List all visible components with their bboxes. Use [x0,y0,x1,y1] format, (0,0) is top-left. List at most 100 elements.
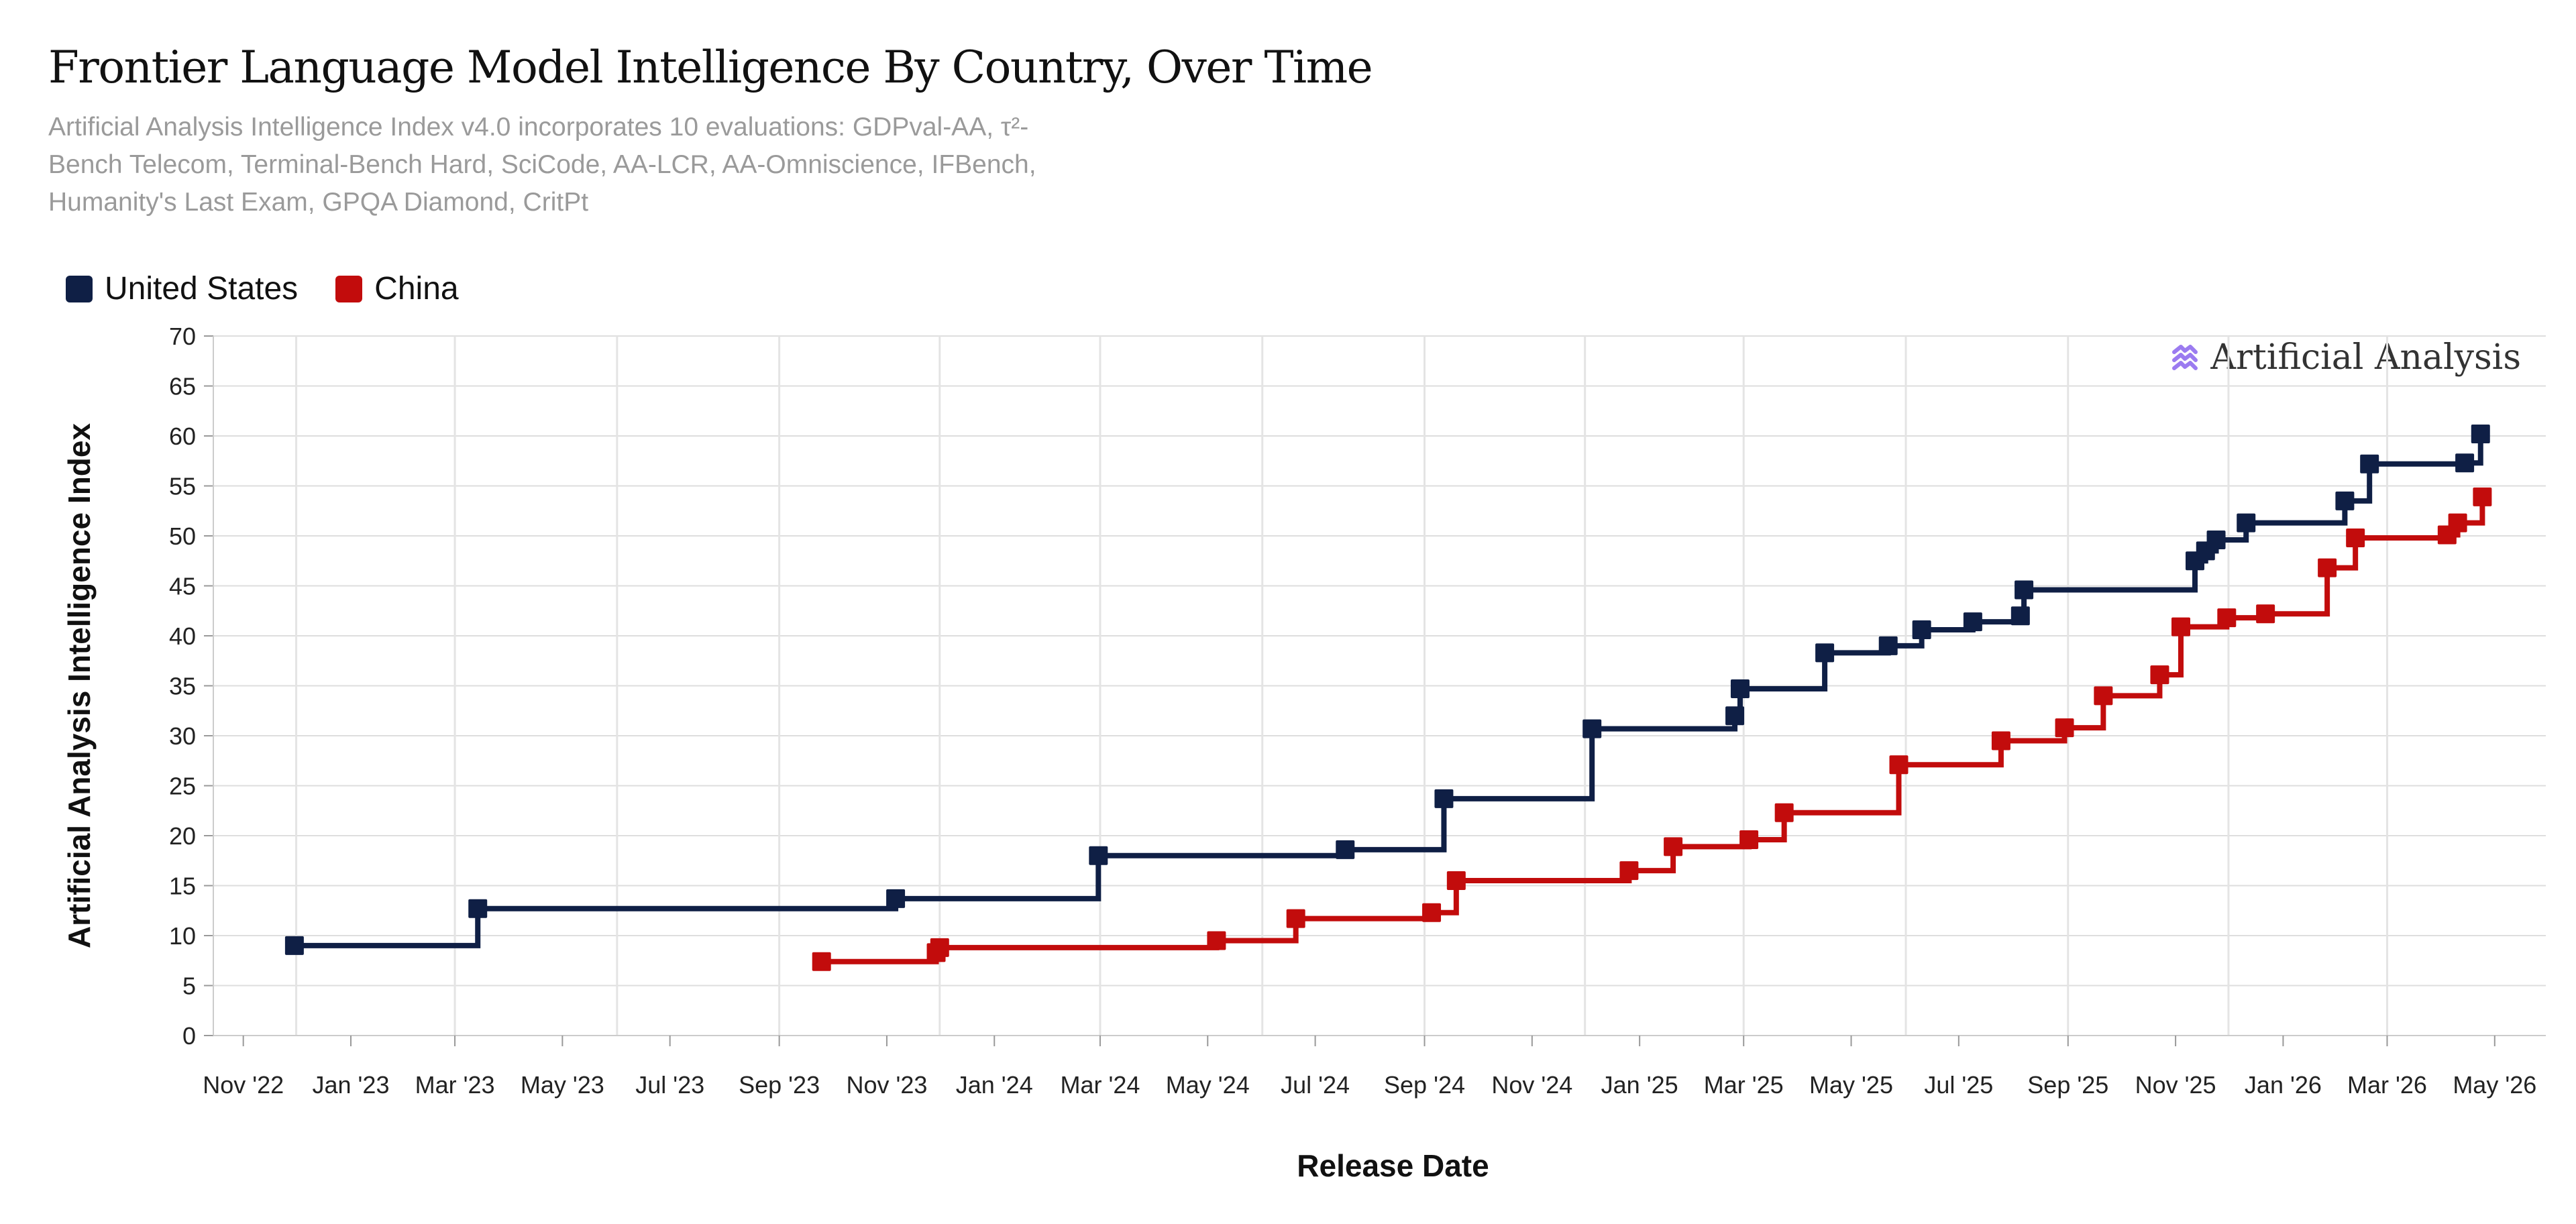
y-tick-label: 70 [169,323,196,350]
x-tick-label: Jul '25 [1924,1071,1993,1099]
y-tick-label: 60 [169,423,196,450]
data-point-united-states [2010,606,2030,626]
y-tick-label: 55 [169,473,196,500]
legend-swatch-china [335,275,363,302]
x-tick-label: Jul '23 [635,1071,704,1099]
y-tick-label: 40 [169,622,196,650]
data-point-united-states [284,936,304,955]
chart-title: Frontier Language Model Intelligence By … [48,42,1373,93]
data-point-united-states [1336,840,1355,859]
subtitle-line: Humanity's Last Exam, GPQA Diamond, Crit… [48,188,589,217]
x-tick-label: Mar '23 [415,1071,495,1099]
x-tick-label: Sep '24 [1384,1071,1465,1099]
x-axis-title: Release Date [1297,1148,1489,1183]
data-point-china [1619,861,1639,881]
data-point-china [1664,837,1683,856]
legend-label-china: China [374,271,459,307]
y-tick-label: 0 [182,1022,196,1050]
data-point-china [2318,558,2337,577]
x-tick-label: Jul '24 [1281,1071,1350,1099]
data-point-united-states [1434,789,1454,808]
data-point-china [1207,931,1226,950]
artificial-analysis-logo-icon [2172,345,2198,370]
data-point-china [2171,617,2190,636]
chart-legend: United States China [66,270,496,307]
data-point-china [1446,871,1466,891]
watermark: Artificial Analysis [2170,337,2521,378]
data-point-china [2055,718,2074,738]
y-tick-label: 65 [169,373,196,400]
x-tick-label: Mar '25 [1704,1071,1784,1099]
legend-item-china[interactable]: China [335,270,459,307]
data-point-united-states [1963,612,1982,632]
data-point-china [2473,487,2492,506]
data-point-united-states [2015,580,2034,600]
y-tick-label: 25 [169,773,196,800]
watermark-text: Artificial Analysis [2210,337,2521,378]
data-point-china [930,938,949,957]
data-point-china [2150,665,2169,685]
data-point-united-states [2471,425,2490,444]
series-line-united-states [294,434,2483,948]
data-point-china [1286,909,1305,928]
x-tick-label: May '23 [521,1071,604,1099]
data-point-united-states [1730,679,1750,698]
data-point-united-states [2237,513,2256,533]
data-point-china [2346,528,2365,547]
x-tick-label: Sep '25 [2027,1071,2108,1099]
series-china [812,487,2492,971]
y-tick-label: 45 [169,573,196,600]
chart-subtitle: Artificial Analysis Intelligence Index v… [48,109,1148,221]
data-point-china [1991,731,2010,750]
data-point-united-states [1912,620,1931,640]
data-point-united-states [468,899,488,918]
data-point-china [1774,803,1794,822]
y-tick-label: 15 [169,873,196,900]
data-point-united-states [2360,454,2379,474]
data-point-china [2448,513,2467,533]
data-point-united-states [1725,706,1745,726]
x-tick-label: Jan '26 [2245,1071,2322,1099]
legend-item-united-states[interactable]: United States [66,270,298,307]
x-tick-label: May '26 [2453,1071,2536,1099]
data-point-united-states [886,889,906,908]
x-tick-label: Jan '24 [956,1071,1033,1099]
data-point-china [2256,604,2275,624]
x-tick-label: Nov '24 [1491,1071,1572,1099]
x-tick-label: May '25 [1809,1071,1893,1099]
x-tick-label: Jan '23 [313,1071,390,1099]
subtitle-line: Bench Telecom, Terminal-Bench Hard, SciC… [48,150,1036,179]
data-point-china [1422,903,1442,922]
data-point-united-states [2335,491,2355,510]
x-tick-label: Jan '25 [1601,1071,1678,1099]
x-tick-label: Sep '23 [739,1071,820,1099]
data-point-united-states [1089,846,1108,865]
y-axis-title: Artificial Analysis Intelligence Index [62,423,97,949]
y-tick-label: 50 [169,522,196,550]
y-tick-label: 30 [169,722,196,750]
x-tick-label: Nov '22 [203,1071,284,1099]
data-point-united-states [1878,636,1898,655]
data-point-china [812,952,831,971]
data-point-china [1889,755,1909,775]
data-point-china [2094,686,2113,706]
y-tick-label: 20 [169,822,196,850]
data-point-china [2217,608,2237,628]
x-tick-label: Nov '23 [846,1071,927,1099]
data-point-china [1739,830,1759,849]
x-tick-label: May '24 [1166,1071,1250,1099]
legend-label-united-states: United States [105,271,299,307]
subtitle-line: Artificial Analysis Intelligence Index v… [48,113,1029,142]
data-point-united-states [1815,643,1835,663]
y-tick-label: 5 [182,972,196,1000]
data-point-united-states [2455,453,2475,473]
data-point-united-states [2206,530,2226,549]
x-tick-label: Mar '26 [2347,1071,2427,1099]
x-tick-label: Nov '25 [2135,1071,2216,1099]
x-tick-label: Mar '24 [1060,1071,1140,1099]
y-tick-label: 10 [169,922,196,950]
legend-swatch-united-states [66,275,93,302]
y-tick-label: 35 [169,673,196,700]
series-united-states [284,425,2490,955]
